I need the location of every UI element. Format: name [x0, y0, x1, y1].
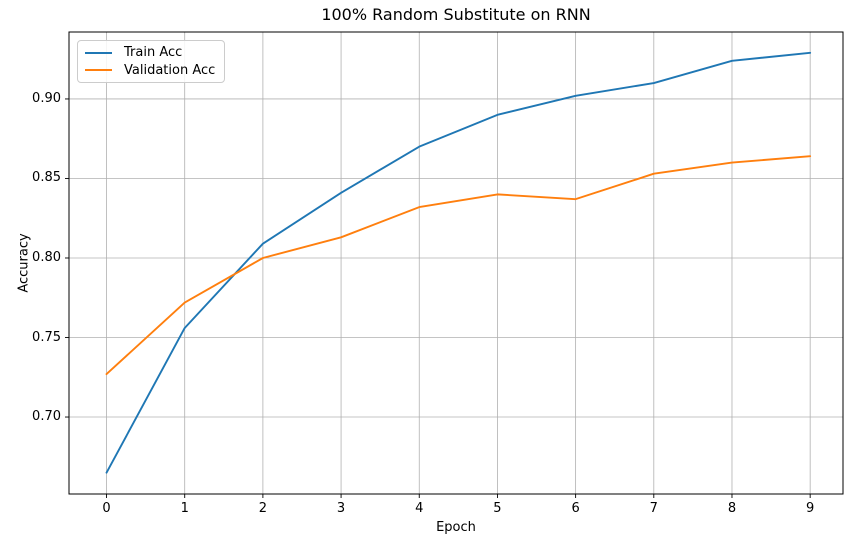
y-tick-label: 0.85	[32, 170, 61, 186]
y-tick-label: 0.75	[32, 329, 61, 345]
x-tick-label: 8	[727, 501, 737, 516]
validation-acc-series-line	[105, 155, 812, 376]
chart-title: 100% Random Substitute on RNN	[321, 5, 591, 24]
x-tick-label: 0	[102, 501, 111, 516]
legend-label-validation: Validation Acc	[124, 62, 216, 78]
axes-frame	[68, 31, 844, 495]
x-tick-label: 1	[180, 501, 189, 516]
x-tick-label: 3	[336, 501, 346, 516]
legend-item-train-acc: Train Acc	[85, 45, 217, 60]
x-axis-label: Epoch	[436, 520, 476, 535]
y-tick-label: 0.70	[32, 409, 61, 425]
train-acc-series-line	[105, 51, 812, 474]
y-tick-label: 0.80	[32, 249, 61, 265]
legend-label-train: Train Acc	[124, 45, 183, 61]
train-line-swatch	[85, 51, 112, 54]
x-tick-label: 7	[649, 501, 658, 516]
x-tick-label: 9	[806, 501, 815, 516]
x-tick-label: 4	[415, 501, 424, 516]
legend: Train Acc Validation Acc	[77, 40, 225, 83]
legend-item-validation-acc: Validation Acc	[85, 63, 217, 78]
x-tick-label: 6	[571, 501, 580, 516]
y-tick-label: 0.90	[32, 90, 61, 106]
x-tick-label: 2	[258, 501, 268, 516]
x-tick-label: 5	[493, 501, 502, 516]
validation-line-swatch	[85, 69, 112, 72]
